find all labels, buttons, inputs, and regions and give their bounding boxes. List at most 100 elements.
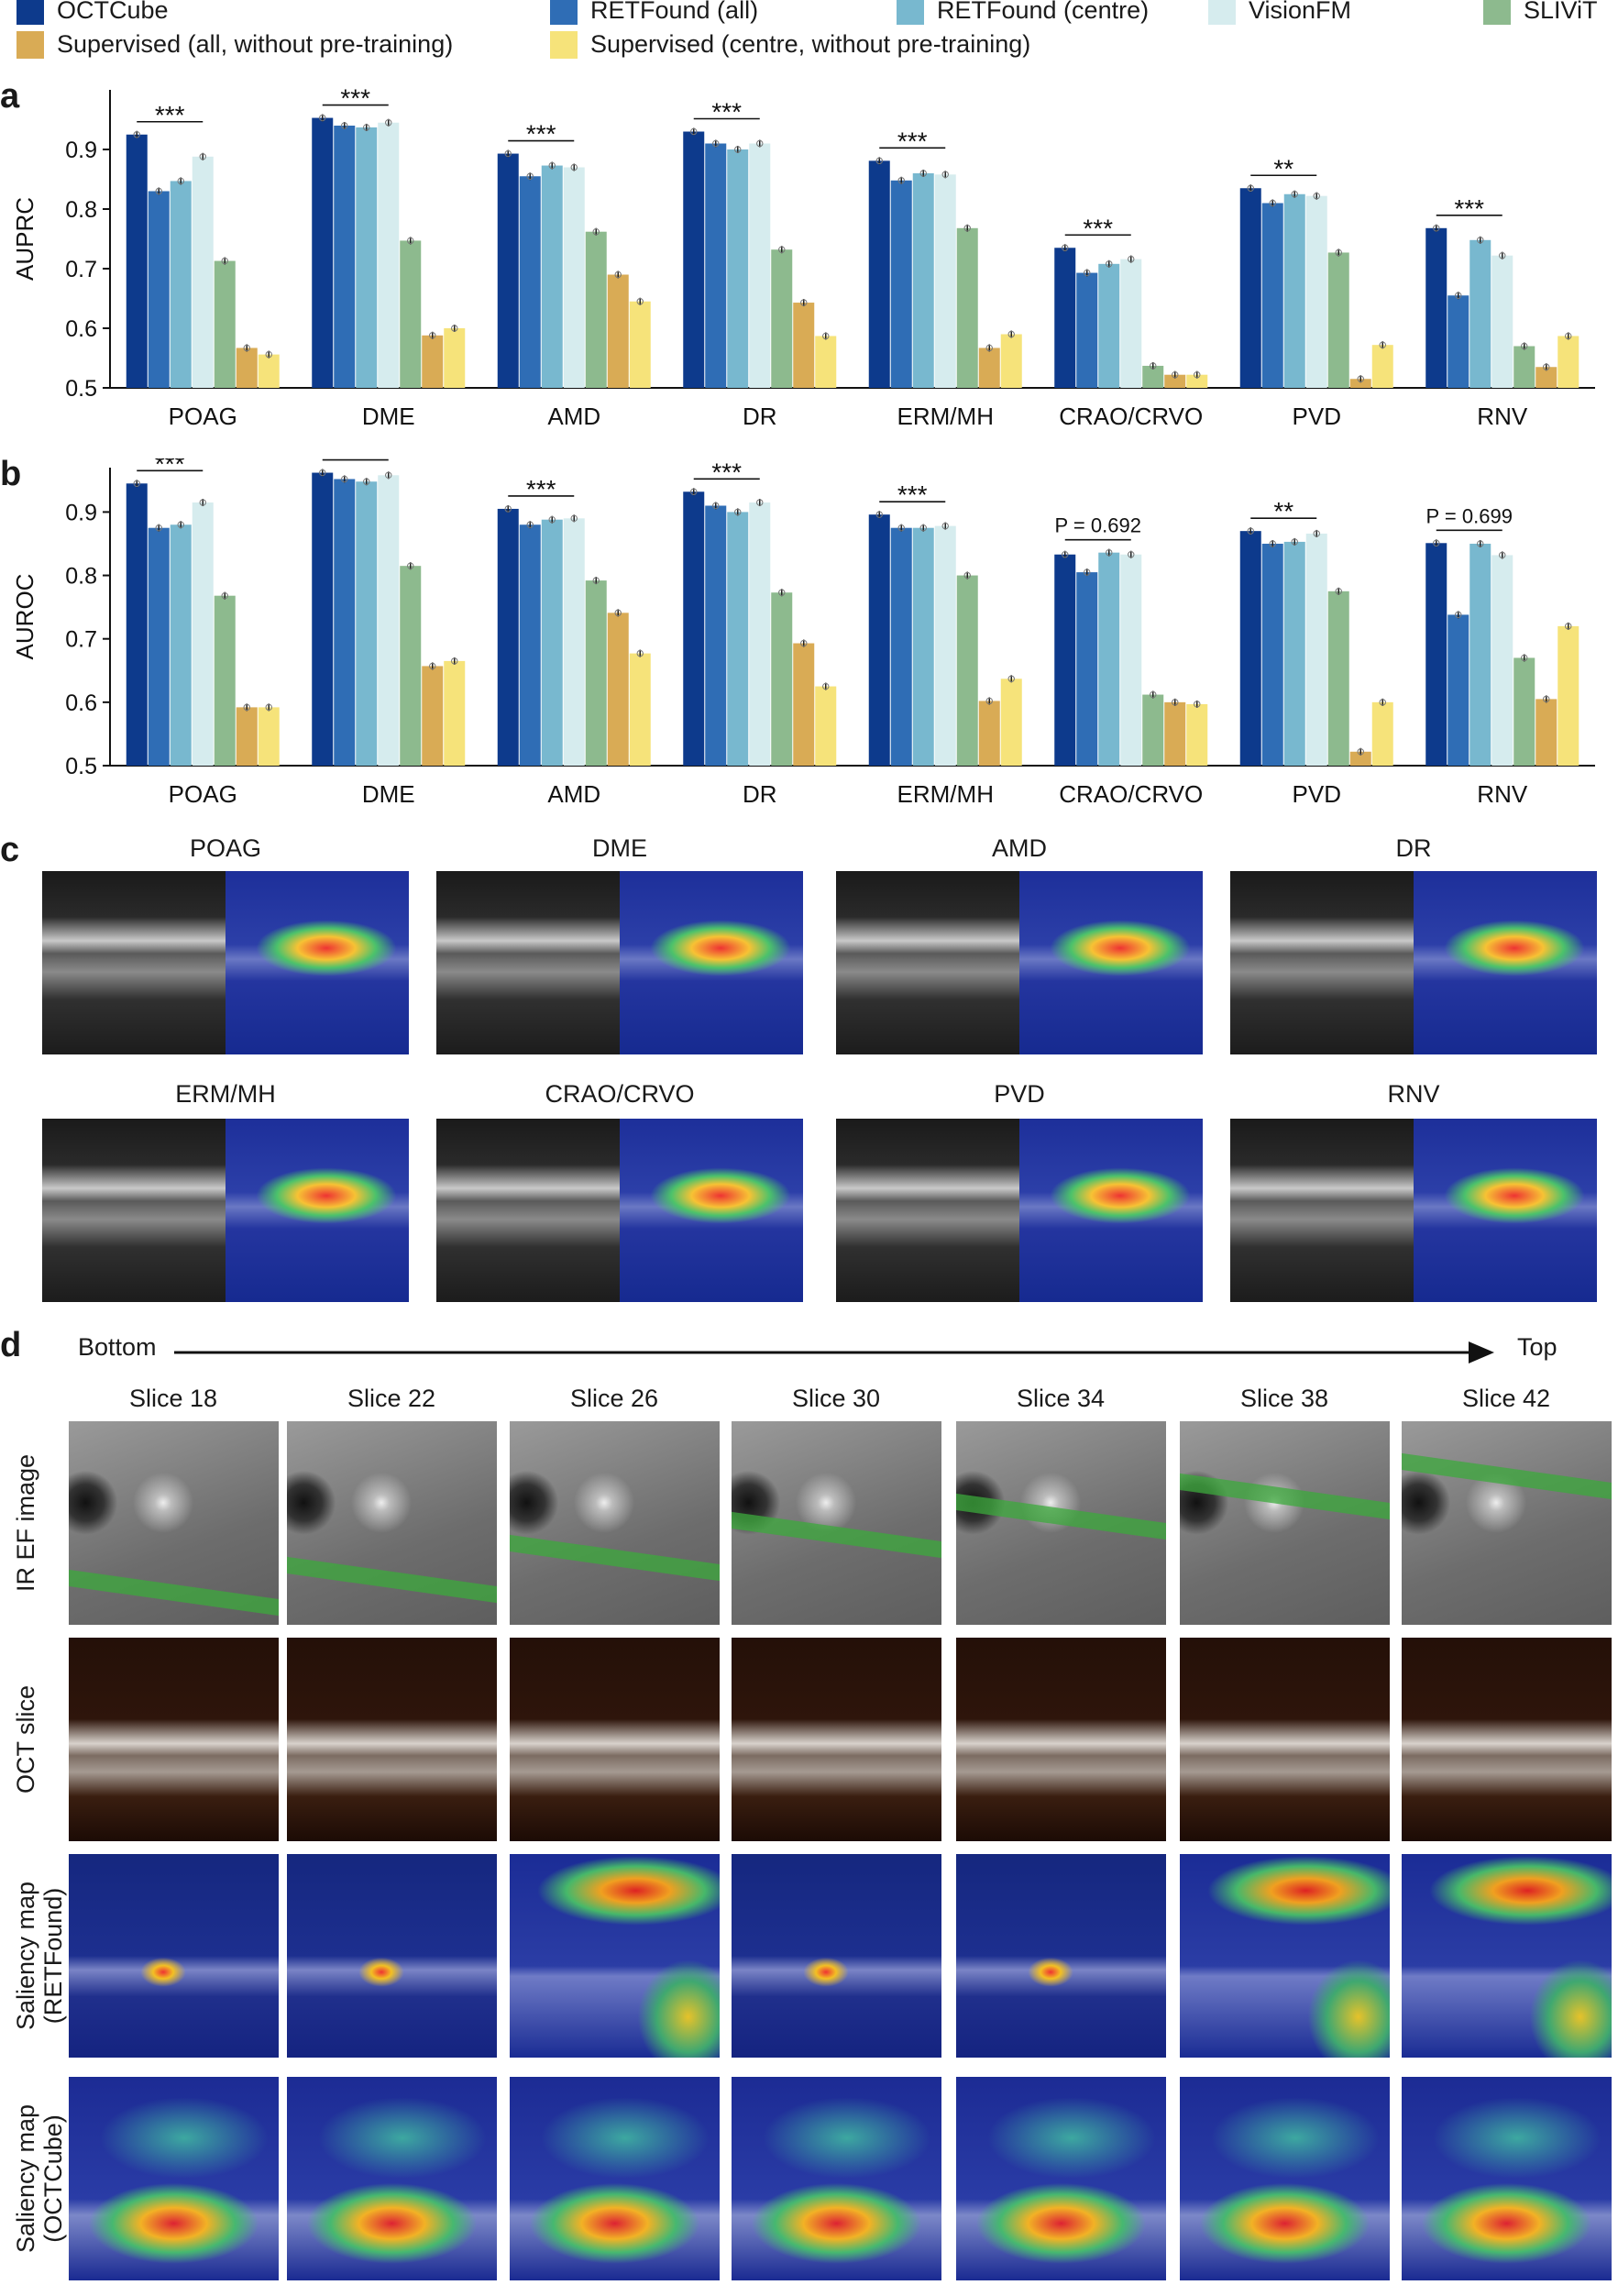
- bar: [1120, 554, 1142, 766]
- data-point: [1499, 551, 1506, 559]
- panel-label-a: a: [0, 77, 20, 116]
- data-point: [385, 119, 392, 127]
- significance-label: ***: [711, 458, 742, 486]
- data-point: [712, 139, 720, 148]
- bar: [1142, 365, 1164, 388]
- data-point: [875, 511, 883, 518]
- significance-label: ***: [711, 98, 742, 127]
- oct-slice: [69, 1638, 279, 1841]
- y-tick-label: 0.7: [65, 257, 97, 282]
- data-point: [822, 332, 830, 340]
- data-point: [1313, 530, 1320, 537]
- data-point: [1062, 551, 1069, 558]
- data-point: [875, 157, 883, 165]
- saliency-map-retfound: [956, 1854, 1166, 2058]
- legend-label: Supervised (centre, without pre-training…: [590, 30, 1031, 58]
- bar: [563, 167, 585, 388]
- data-point: [614, 270, 622, 279]
- data-point: [177, 177, 184, 185]
- bar: [192, 502, 214, 766]
- bar: [585, 580, 607, 766]
- bar: [1239, 531, 1261, 766]
- data-point: [778, 589, 786, 596]
- legend-item-retfound-all: RETFound (all): [550, 0, 758, 25]
- data-point: [592, 577, 600, 584]
- panel-label-d: d: [0, 1326, 22, 1364]
- data-point: [133, 480, 140, 487]
- bar: [868, 514, 890, 766]
- saliency-map-octcube: [69, 2077, 279, 2280]
- bar: [1283, 541, 1305, 766]
- data-point: [221, 591, 228, 600]
- bar: [356, 127, 378, 388]
- oct-image: [836, 871, 1019, 1054]
- bottom-to-top-arrow: [174, 1341, 1494, 1363]
- x-tick-label: ERM/MH: [897, 780, 994, 808]
- data-point: [221, 257, 228, 265]
- data-point: [1172, 699, 1179, 706]
- data-point: [919, 170, 927, 177]
- slice-label: Slice 26: [569, 1385, 659, 1412]
- data-point: [800, 639, 808, 647]
- bar: [236, 707, 258, 766]
- oct-image: [436, 1119, 620, 1302]
- saliency-heatmap: [1019, 871, 1203, 1054]
- bar: [1469, 239, 1491, 388]
- bar: [422, 666, 444, 766]
- data-point: [985, 344, 993, 352]
- saliency-map-octcube: [287, 2077, 497, 2280]
- bar: [497, 508, 519, 766]
- slice-label: Slice 42: [1461, 1385, 1551, 1412]
- bar: [1261, 543, 1283, 766]
- x-tick-label: DR: [743, 780, 777, 808]
- oct-slice: [1402, 1638, 1612, 1841]
- data-point: [1433, 539, 1440, 546]
- data-point: [526, 521, 534, 528]
- bar: [170, 524, 192, 766]
- bar: [126, 134, 148, 388]
- oct-saliency-pair: [42, 871, 409, 1054]
- ir-ef-image: [956, 1421, 1166, 1625]
- bar: [1371, 701, 1393, 766]
- bar: [1305, 533, 1327, 766]
- data-point: [756, 139, 764, 148]
- bar: [585, 231, 607, 388]
- data-point: [1084, 269, 1091, 277]
- bar: [1000, 334, 1022, 388]
- data-point: [1455, 611, 1462, 619]
- bar: [771, 592, 793, 766]
- slice-label: Slice 22: [347, 1385, 436, 1412]
- data-point: [1379, 699, 1386, 706]
- significance-label: ***: [1083, 214, 1113, 242]
- data-point: [919, 524, 927, 532]
- bar: [771, 249, 793, 388]
- bar: [978, 701, 1000, 766]
- row-label: Saliency map (OCTCube): [12, 2103, 67, 2254]
- slice-position-band: [69, 1566, 279, 1618]
- legend-swatch: [550, 30, 578, 59]
- oct-slice: [732, 1638, 941, 1841]
- bar: [312, 117, 334, 389]
- slice-position-band: [287, 1554, 497, 1606]
- oct-slice: [1180, 1638, 1390, 1841]
- data-point: [177, 521, 184, 528]
- bar: [334, 479, 356, 766]
- axis-end-label: Top: [1517, 1333, 1557, 1361]
- bar: [1349, 751, 1371, 766]
- y-tick-label: 0.7: [65, 627, 97, 653]
- x-tick-label: CRAO/CRVO: [1059, 780, 1203, 808]
- bar: [1349, 379, 1371, 388]
- data-point: [451, 325, 458, 332]
- bar: [170, 181, 192, 388]
- significance-label: ***: [897, 480, 928, 509]
- panel-c-label: POAG: [189, 834, 262, 862]
- bar: [749, 502, 771, 766]
- data-point: [341, 475, 348, 483]
- legend-label: SLIViT: [1524, 0, 1598, 24]
- panel-c-label: RNV: [1387, 1080, 1440, 1108]
- data-point: [1521, 654, 1528, 662]
- data-point: [504, 149, 512, 158]
- bar: [258, 354, 280, 388]
- data-point: [265, 350, 272, 359]
- chart-auprc: 0.5 0.6 0.7 0.8 0.9 AUPRC POAG *** DME *** AMD *** D…: [11, 84, 1595, 430]
